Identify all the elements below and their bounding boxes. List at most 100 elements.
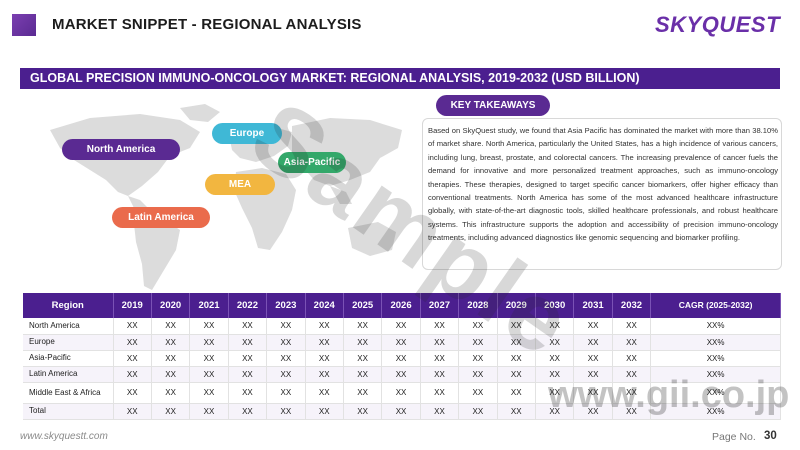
key-takeaways-label: KEY TAKEAWAYS xyxy=(436,95,550,116)
table-cell-value: XX xyxy=(573,350,613,367)
table-cell-value: XX xyxy=(535,334,575,351)
table-row: North America XX XX XX XX XX XX XX XX XX XX XX XX XX X… xyxy=(23,318,781,335)
table-cell-region: Middle East & Africa xyxy=(23,382,114,404)
table-header-year: 2031 xyxy=(573,293,613,318)
table-cell-value: XX xyxy=(573,403,613,420)
table-cell-value: XX xyxy=(189,318,229,335)
table-cell-value: XX xyxy=(420,318,460,335)
footer-url: www.skyquestt.com xyxy=(20,431,108,442)
table-cell-value: XX xyxy=(151,382,191,404)
map-label-north-america: North America xyxy=(62,139,180,160)
table-cell-value: XX xyxy=(343,366,383,383)
table-cell-value: XX xyxy=(381,334,421,351)
table-cell-value: XX xyxy=(266,382,306,404)
page-number-label: Page No. xyxy=(712,431,756,443)
table-header-year: 2020 xyxy=(151,293,191,318)
table-cell-value: XX xyxy=(420,334,460,351)
table-cell-value: XX xyxy=(497,350,536,367)
section-title: GLOBAL PRECISION IMMUNO-ONCOLOGY MARKET:… xyxy=(30,71,640,85)
table-cell-value: XX% xyxy=(650,334,781,351)
table-cell-value: XX xyxy=(497,382,536,404)
table-cell-value: XX xyxy=(189,382,229,404)
map-label-mea: MEA xyxy=(205,174,275,195)
table-row: Europe XX XX XX XX XX XX XX XX XX XX XX XX XX XX XX% xyxy=(23,334,781,351)
table-cell-value: XX xyxy=(458,318,498,335)
table-cell-value: XX xyxy=(458,350,498,367)
table-row: Middle East & Africa XX XX XX XX XX XX XX XX XX XX… xyxy=(23,382,781,404)
table-cell-value: XX xyxy=(381,366,421,383)
table-cell-value: XX xyxy=(113,334,152,351)
table-cell-region: North America xyxy=(23,318,114,335)
table-row: Asia-Pacific XX XX XX XX XX XX XX XX XX XX XX XX XX XX… xyxy=(23,350,781,367)
table-header-year: 2029 xyxy=(497,293,536,318)
table-cell-value: XX xyxy=(113,318,152,335)
table-cell-value: XX xyxy=(497,403,536,420)
map-label-asia-pacific: Asia-Pacific xyxy=(278,152,346,173)
table-header-year: 2022 xyxy=(228,293,268,318)
table-cell-value: XX xyxy=(343,403,383,420)
table-cell-value: XX xyxy=(343,350,383,367)
table-cell-region: Total xyxy=(23,403,114,420)
table-cell-value: XX xyxy=(612,334,652,351)
table-cell-value: XX xyxy=(151,350,191,367)
section-header-bar xyxy=(20,68,780,89)
table-cell-value: XX xyxy=(343,318,383,335)
table-cell-value: XX xyxy=(420,403,460,420)
table-cell-value: XX xyxy=(573,382,613,404)
title-accent-bar xyxy=(12,14,36,36)
table-header-year: 2021 xyxy=(189,293,229,318)
table-cell-value: XX xyxy=(228,334,268,351)
table-cell-value: XX xyxy=(612,366,652,383)
table-cell-region: Europe xyxy=(23,334,114,351)
table-cell-region: Latin America xyxy=(23,366,114,383)
regional-data-table: Region 2019 2020 2021 2022 2023 2024 2025 2026 20… xyxy=(23,293,781,420)
table-cell-value: XX xyxy=(420,382,460,404)
table-header-year: 2023 xyxy=(266,293,306,318)
table-header-year: 2019 xyxy=(113,293,152,318)
table-cell-value: XX xyxy=(305,382,344,404)
table-row: Total XX XX XX XX XX XX XX XX XX XX XX XX XX XX XX% xyxy=(23,403,781,420)
table-cell-value: XX xyxy=(305,403,344,420)
table-cell-value: XX xyxy=(189,403,229,420)
table-cell-value: XX xyxy=(420,350,460,367)
table-cell-value: XX xyxy=(305,366,344,383)
table-cell-value: XX xyxy=(458,403,498,420)
table-cell-value: XX xyxy=(151,318,191,335)
table-cell-value: XX xyxy=(612,350,652,367)
table-cell-value: XX% xyxy=(650,403,781,420)
table-cell-value: XX xyxy=(151,366,191,383)
table-header-year: 2032 xyxy=(612,293,652,318)
table-cell-value: XX xyxy=(612,403,652,420)
table-cell-value: XX xyxy=(113,350,152,367)
table-cell-value: XX xyxy=(420,366,460,383)
page-title: MARKET SNIPPET - REGIONAL ANALYSIS xyxy=(52,16,362,33)
table-cell-value: XX xyxy=(266,318,306,335)
skyquest-logo: SKYQUEST xyxy=(655,12,781,37)
table-cell-value: XX xyxy=(497,318,536,335)
table-cell-value: XX xyxy=(113,403,152,420)
table-cell-value: XX% xyxy=(650,318,781,335)
table-header-year: 2025 xyxy=(343,293,383,318)
table-cell-value: XX xyxy=(151,403,191,420)
map-label-latin-america: Latin America xyxy=(112,207,210,228)
table-cell-value: XX xyxy=(497,334,536,351)
table-cell-value: XX xyxy=(189,350,229,367)
table-cell-value: XX xyxy=(228,366,268,383)
table-header-row: Region 2019 2020 2021 2022 2023 2024 2025 2026 20… xyxy=(23,293,781,318)
table-cell-value: XX xyxy=(266,403,306,420)
table-cell-value: XX xyxy=(535,403,575,420)
table-cell-region: Asia-Pacific xyxy=(23,350,114,367)
table-cell-value: XX xyxy=(458,382,498,404)
table-cell-value: XX xyxy=(458,366,498,383)
table-cell-value: XX xyxy=(381,382,421,404)
table-cell-value: XX xyxy=(189,366,229,383)
table-cell-value: XX xyxy=(266,366,306,383)
table-cell-value: XX xyxy=(381,403,421,420)
table-cell-value: XX xyxy=(458,334,498,351)
key-takeaways-text: Based on SkyQuest study, we found that A… xyxy=(428,126,778,243)
table-header-year: 2026 xyxy=(381,293,421,318)
table-cell-value: XX xyxy=(228,318,268,335)
table-cell-value: XX xyxy=(343,382,383,404)
page-number: 30 xyxy=(764,430,777,442)
table-cell-value: XX xyxy=(305,334,344,351)
